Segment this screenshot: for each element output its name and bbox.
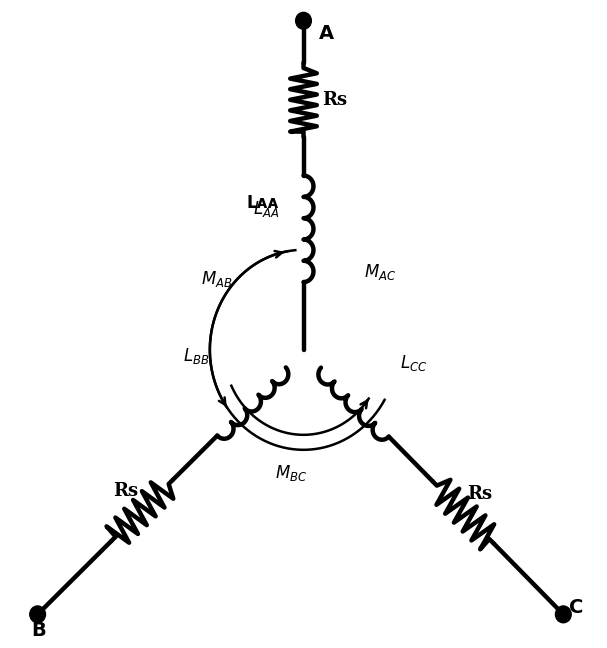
- Text: Rs: Rs: [467, 485, 492, 503]
- Text: $M_{AC}$: $M_{AC}$: [364, 262, 396, 283]
- Text: $L_{CC}$: $L_{CC}$: [400, 353, 428, 373]
- Text: $L_{AA}$: $L_{AA}$: [253, 200, 279, 220]
- Text: Rs: Rs: [113, 483, 138, 500]
- Text: Rs: Rs: [322, 91, 347, 109]
- Text: A: A: [319, 24, 334, 43]
- Text: C: C: [569, 598, 584, 618]
- Text: B: B: [32, 621, 46, 640]
- Circle shape: [30, 606, 46, 623]
- Text: $L_{BB}$: $L_{BB}$: [183, 346, 209, 366]
- Circle shape: [296, 12, 311, 29]
- Text: $M_{AB}$: $M_{AB}$: [201, 269, 232, 289]
- Text: Lᴀᴀ: Lᴀᴀ: [247, 194, 279, 212]
- Text: $M_{BC}$: $M_{BC}$: [275, 463, 308, 483]
- Circle shape: [555, 606, 571, 623]
